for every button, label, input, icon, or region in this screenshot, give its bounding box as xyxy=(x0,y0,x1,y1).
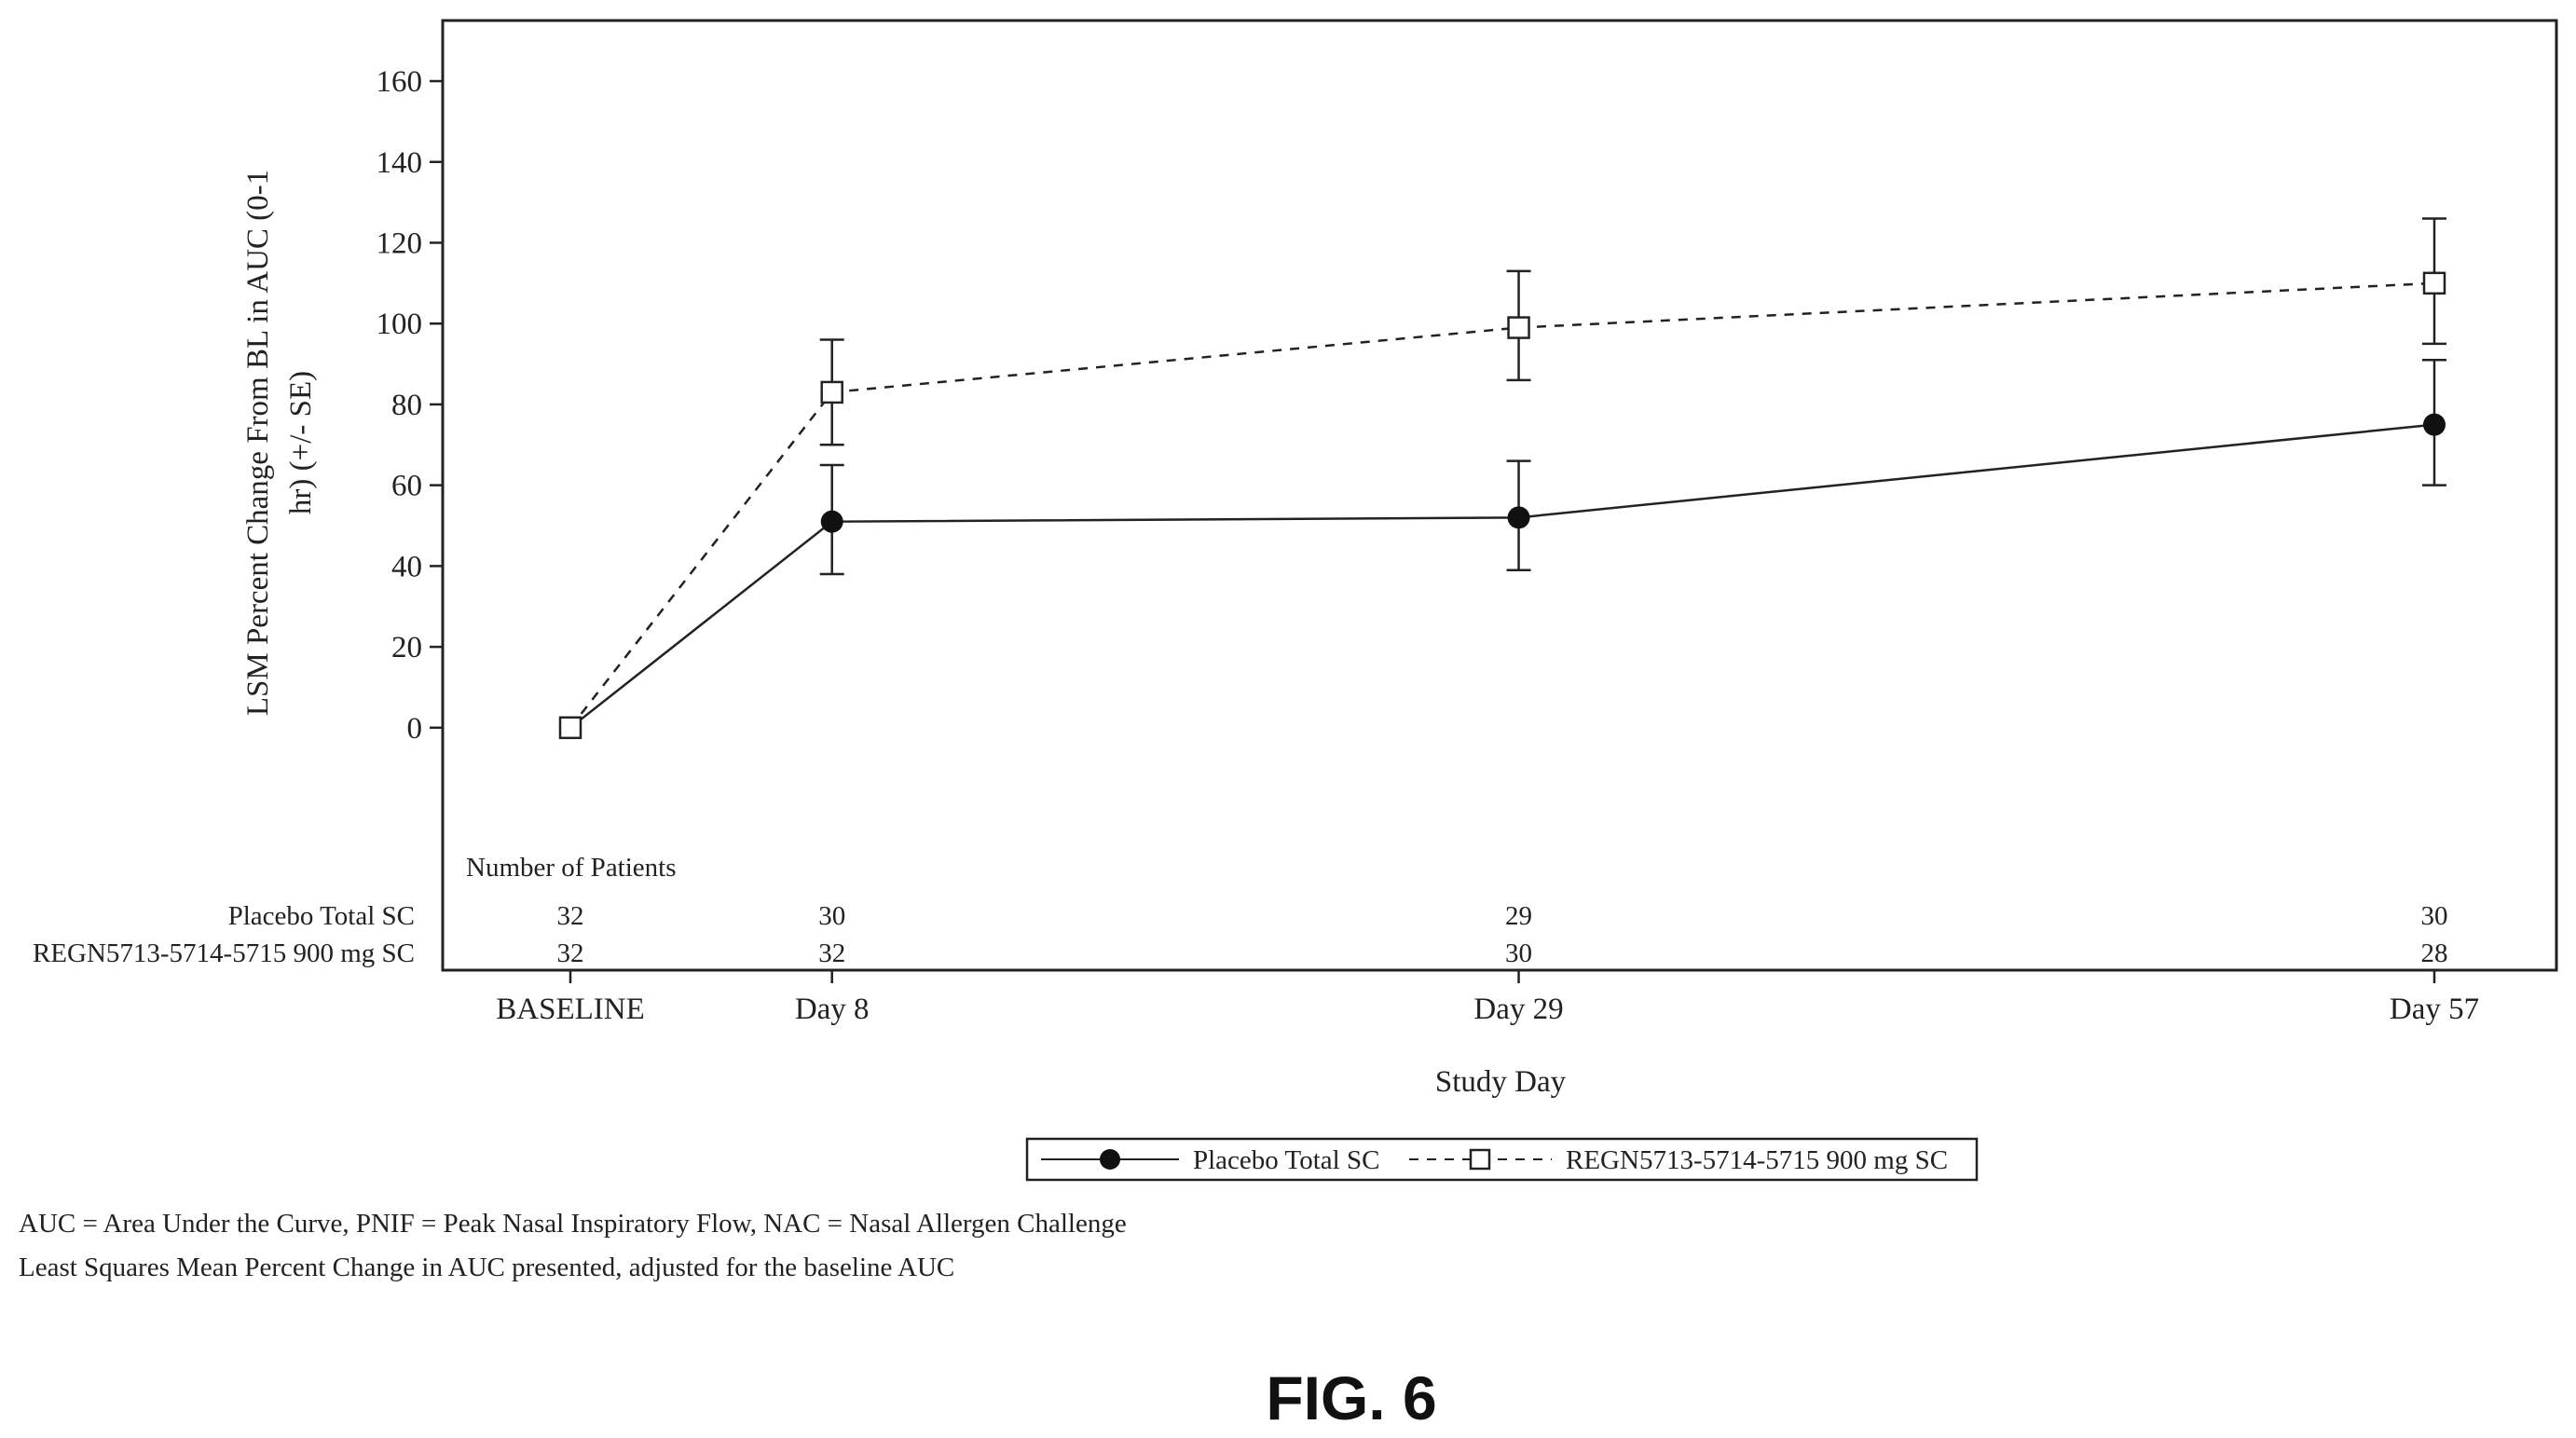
patients-row-label-1: REGN5713-5714-5715 900 mg SC xyxy=(33,938,415,968)
y-tick-label-160: 160 xyxy=(377,65,423,99)
legend: Placebo Total SC REGN5713-5714-5715 900 … xyxy=(1025,1137,1979,1182)
y-tick-label-140: 140 xyxy=(377,146,423,180)
y-tick-label-20: 20 xyxy=(391,631,422,664)
y-tick-label-60: 60 xyxy=(391,470,422,503)
legend-frame xyxy=(1025,1137,1979,1182)
y-tick-label-80: 80 xyxy=(391,389,422,422)
x-tick-label-1: Day 8 xyxy=(795,993,870,1026)
footnote-abbreviations: AUC = Area Under the Curve, PNIF = Peak … xyxy=(19,1209,1127,1239)
data-point-s0-p2 xyxy=(1507,506,1530,529)
y-tick-label-120: 120 xyxy=(377,226,423,260)
legend-regn-label: REGN5713-5714-5715 900 mg SC xyxy=(1566,1145,1948,1175)
patients-count-r0-c3: 30 xyxy=(2421,901,2448,931)
data-point-s1-p1 xyxy=(820,380,843,404)
y-axis-title-line2: hr) (+/- SE) xyxy=(284,371,318,514)
legend-placebo-marker xyxy=(1100,1149,1120,1170)
data-point-s1-p2 xyxy=(1507,316,1530,339)
patients-count-r1-c0: 32 xyxy=(557,938,584,968)
y-tick-label-40: 40 xyxy=(391,550,422,583)
patients-table-title: Number of Patients xyxy=(466,853,677,883)
figure-label: FIG. 6 xyxy=(1266,1363,1436,1432)
patients-count-r1-c3: 28 xyxy=(2421,938,2448,968)
y-axis-title-line1: LSM Percent Change From BL in AUC (0-1 xyxy=(241,170,275,716)
patients-count-r0-c2: 29 xyxy=(1505,901,1532,931)
x-tick-label-0: BASELINE xyxy=(496,993,645,1026)
data-point-s0-p1 xyxy=(820,510,843,533)
plot-frame xyxy=(441,19,2558,972)
patients-count-r1-c1: 32 xyxy=(818,938,845,968)
patients-count-r1-c2: 30 xyxy=(1505,938,1532,968)
legend-regn-marker xyxy=(1469,1148,1491,1171)
footnote-method: Least Squares Mean Percent Change in AUC… xyxy=(19,1253,954,1282)
data-point-s1-p3 xyxy=(2422,271,2446,295)
series-line-1 xyxy=(569,281,2435,729)
patients-count-r0-c0: 32 xyxy=(557,901,584,931)
x-tick-label-3: Day 57 xyxy=(2390,993,2479,1026)
data-point-s1-p0 xyxy=(558,716,582,740)
legend-placebo-label: Placebo Total SC xyxy=(1193,1145,1379,1175)
data-point-s0-p3 xyxy=(2423,413,2446,436)
y-tick-label-100: 100 xyxy=(377,308,423,341)
x-tick-label-2: Day 29 xyxy=(1473,993,1563,1026)
x-axis-title: Study Day xyxy=(1435,1065,1567,1099)
patients-count-r0-c1: 30 xyxy=(818,901,845,931)
series-line-0 xyxy=(569,423,2435,729)
patients-row-label-0: Placebo Total SC xyxy=(228,901,415,931)
y-tick-label-0: 0 xyxy=(407,712,423,746)
